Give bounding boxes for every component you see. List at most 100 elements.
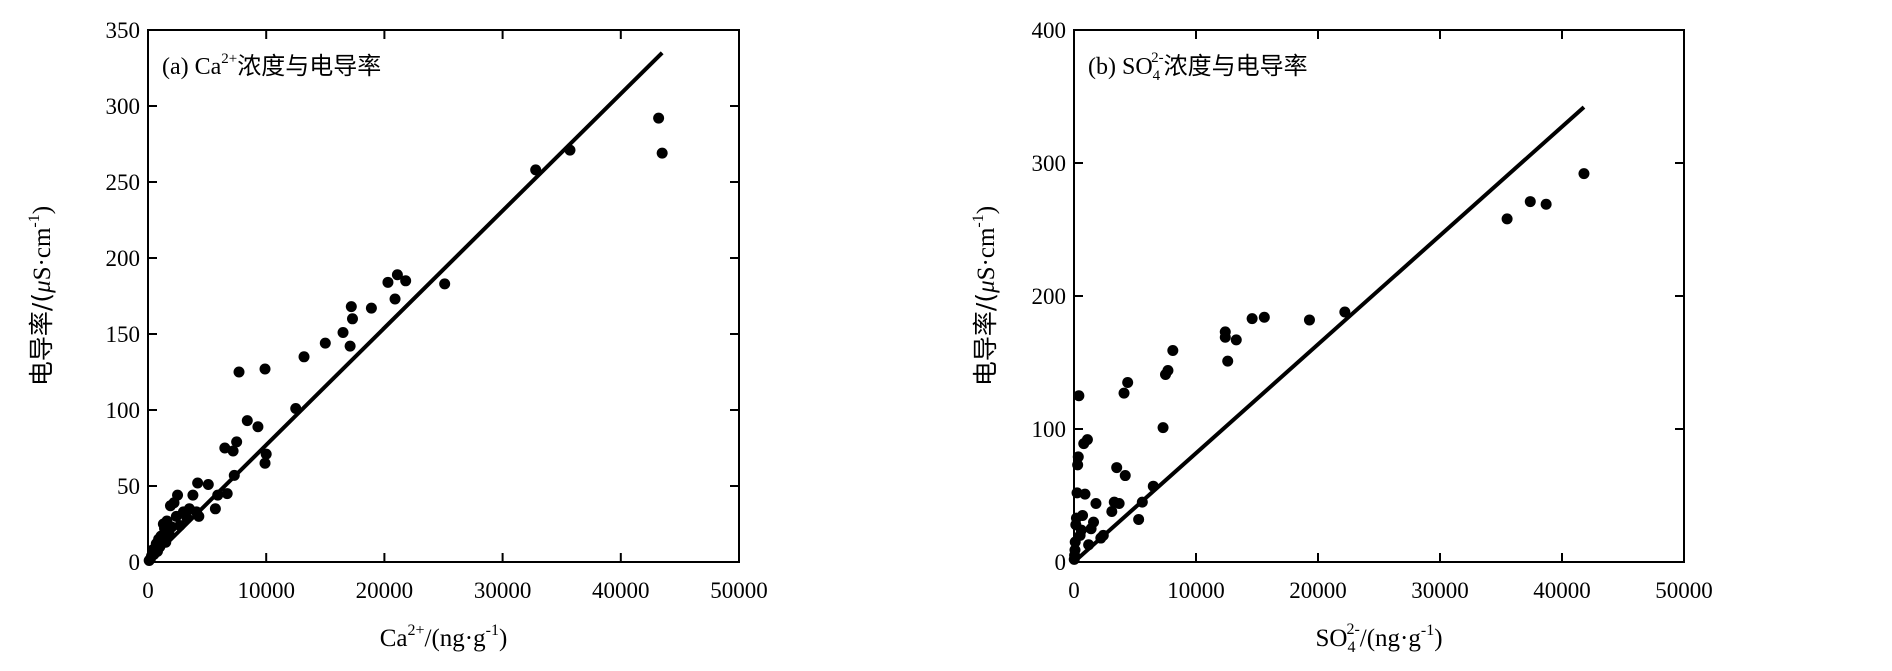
data-point xyxy=(259,363,271,375)
data-point xyxy=(143,554,155,566)
x-tick-label: 40000 xyxy=(1533,578,1591,603)
x-label-base: SO xyxy=(1315,625,1347,652)
y-tick-label: 100 xyxy=(1032,417,1067,442)
y-axis-ticks: 0 100 200 300 400 xyxy=(1032,18,1684,575)
x-tick-label: 0 xyxy=(142,578,154,603)
x-tick-label: 10000 xyxy=(1167,578,1225,603)
y-tick-label: 0 xyxy=(129,550,141,575)
panel-a: 0 10000 20000 30000 40000 50000 0 50 100 150 200 25… xyxy=(0,0,946,666)
data-point xyxy=(346,313,358,325)
x-label-rest: /(ng·g xyxy=(425,625,487,652)
panel-title-suffix: 浓度与电导率 xyxy=(237,52,381,80)
data-point xyxy=(1540,198,1552,210)
y-tick-label: 350 xyxy=(106,18,141,43)
y-axis-ticks: 0 50 100 150 200 250 300 350 xyxy=(106,18,739,575)
data-point xyxy=(202,478,214,490)
data-point xyxy=(1578,168,1590,180)
regression-line xyxy=(146,51,664,564)
data-point xyxy=(192,477,204,489)
scatter-points xyxy=(143,112,668,566)
data-point xyxy=(382,276,394,288)
panel-title-prefix: (b) SO xyxy=(1088,54,1153,80)
x-tick-label: 50000 xyxy=(710,578,768,603)
y-label-base: 电导率/( xyxy=(971,293,1000,386)
y-tick-label: 0 xyxy=(1055,550,1067,575)
y-label-rest: S·cm xyxy=(29,227,56,280)
y-label-sup: -1 xyxy=(26,214,43,227)
x-axis-ticks: 0 10000 20000 30000 40000 50000 xyxy=(1068,30,1713,603)
data-point xyxy=(231,436,243,448)
x-tick-label: 20000 xyxy=(356,578,414,603)
chart-panel-a: 0 10000 20000 30000 40000 50000 0 50 100 150 200 25… xyxy=(26,18,768,652)
data-point xyxy=(319,337,331,349)
data-point xyxy=(1160,368,1171,380)
y-tick-label: 200 xyxy=(1032,284,1067,309)
x-axis-label: SO42-/(ng·g-1) xyxy=(1315,621,1442,656)
y-tick-label: 250 xyxy=(106,170,141,195)
y-label-base: 电导率/( xyxy=(27,293,56,386)
y-tick-label: 200 xyxy=(106,246,141,271)
data-point xyxy=(344,340,356,352)
data-point xyxy=(1108,496,1120,508)
x-label-sub: 4 xyxy=(1347,639,1355,656)
data-point xyxy=(228,469,240,481)
data-point xyxy=(241,415,253,427)
panel-title: (a) Ca2+浓度与电导率 xyxy=(162,51,381,80)
data-point xyxy=(1230,334,1242,346)
data-point xyxy=(1147,480,1159,492)
x-label-tail: ) xyxy=(1434,625,1442,652)
data-point xyxy=(1073,390,1085,402)
data-point xyxy=(227,445,239,457)
x-axis-label: Ca2+/(ng·g-1) xyxy=(380,622,508,652)
data-point xyxy=(1136,496,1148,508)
data-point xyxy=(439,278,451,290)
x-tick-label: 40000 xyxy=(592,578,650,603)
data-point xyxy=(1122,376,1134,388)
data-point xyxy=(1339,306,1351,318)
panel-b: 0 10000 20000 30000 40000 50000 0 100 200 300 400 (… xyxy=(946,0,1892,666)
data-point xyxy=(1072,451,1084,463)
data-point xyxy=(1070,519,1082,531)
data-point xyxy=(209,503,221,515)
data-point xyxy=(1246,313,1258,325)
y-tick-label: 150 xyxy=(106,322,141,347)
chart-panel-b: 0 10000 20000 30000 40000 50000 0 100 200 300 400 (… xyxy=(970,18,1713,656)
x-tick-label: 50000 xyxy=(1655,578,1713,603)
data-point xyxy=(174,520,186,532)
data-point xyxy=(345,301,357,313)
panel-title-sup: 2+ xyxy=(221,51,237,67)
data-point xyxy=(1219,331,1231,343)
data-point xyxy=(391,269,403,281)
x-tick-label: 0 xyxy=(1068,578,1080,603)
y-tick-label: 400 xyxy=(1032,18,1067,43)
data-point xyxy=(1157,422,1169,434)
y-label-mu: μ xyxy=(29,280,56,294)
data-point xyxy=(1090,497,1102,509)
x-label-rest-sup: -1 xyxy=(486,622,499,639)
y-axis-label: 电导率/(μS·cm-1) xyxy=(970,206,1000,386)
data-point xyxy=(1069,536,1081,548)
y-tick-label: 50 xyxy=(117,474,140,499)
data-point xyxy=(252,421,264,433)
data-point xyxy=(212,489,224,501)
data-point xyxy=(400,275,412,287)
x-axis-ticks: 0 10000 20000 30000 40000 50000 xyxy=(142,30,768,603)
x-label-base: Ca xyxy=(380,625,408,652)
y-tick-label: 100 xyxy=(106,398,141,423)
data-point xyxy=(1095,532,1107,544)
data-point xyxy=(1118,387,1130,399)
data-point xyxy=(1222,355,1234,367)
panel-title-sup: 2- xyxy=(1151,50,1164,66)
y-label-tail: ) xyxy=(973,206,1000,214)
data-point xyxy=(653,112,665,124)
y-axis-label: 电导率/(μS·cm-1) xyxy=(26,206,56,386)
data-point xyxy=(260,448,272,460)
data-point xyxy=(290,402,302,414)
data-point xyxy=(1106,505,1118,517)
x-tick-label: 20000 xyxy=(1289,578,1347,603)
data-point xyxy=(219,442,231,454)
y-label-sup: -1 xyxy=(970,214,987,227)
data-point xyxy=(233,366,245,378)
x-tick-label: 30000 xyxy=(1411,578,1469,603)
